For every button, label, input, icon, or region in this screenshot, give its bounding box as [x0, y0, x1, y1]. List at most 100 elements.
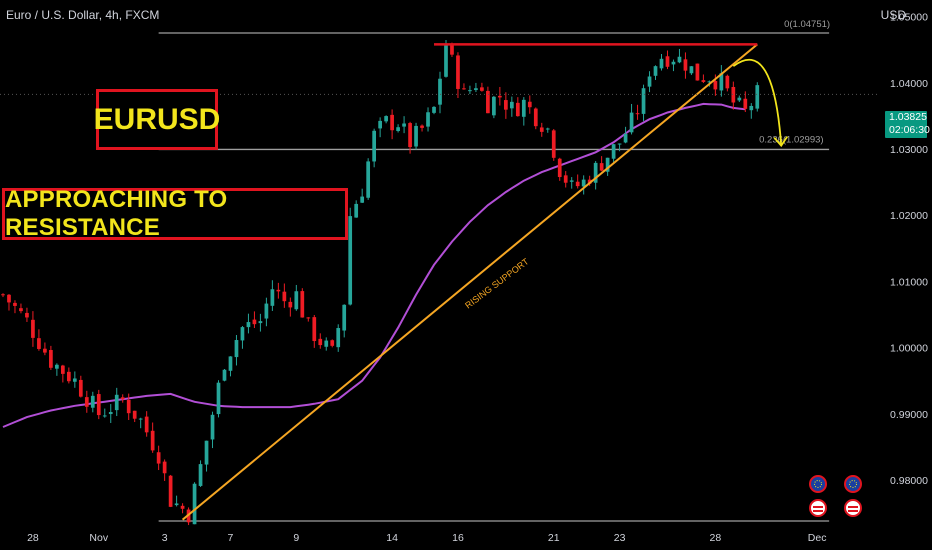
candle	[468, 85, 472, 95]
eu-flag-stars	[814, 480, 822, 488]
y-tick-label: 1.00000	[890, 343, 928, 355]
candle-body	[551, 130, 556, 158]
candle	[551, 129, 556, 161]
candle	[695, 63, 700, 81]
candle-body	[7, 294, 11, 303]
x-tick-label: 28	[27, 532, 39, 544]
candle	[49, 345, 53, 370]
event-icon-circle	[809, 475, 827, 493]
candle	[444, 40, 448, 78]
candle-body	[300, 291, 305, 318]
candle-body	[486, 90, 490, 114]
candle	[180, 503, 185, 514]
candle	[354, 200, 359, 218]
candle-body	[66, 371, 71, 382]
candle	[456, 52, 460, 99]
candle	[120, 394, 125, 403]
candle	[360, 188, 365, 203]
candle-body	[384, 116, 388, 122]
candle-body	[474, 88, 478, 91]
candle-body	[647, 76, 652, 87]
candle-body	[312, 317, 317, 342]
candle-body	[456, 55, 460, 89]
candle	[13, 300, 17, 314]
candle	[25, 307, 29, 322]
candle	[533, 107, 538, 130]
candle-body	[282, 291, 287, 302]
candle	[569, 177, 574, 189]
us-flag-stripe	[848, 506, 858, 508]
candle-body	[102, 415, 107, 417]
candle	[581, 175, 586, 195]
candle	[515, 97, 520, 117]
candle-body	[557, 158, 562, 178]
candle	[378, 117, 382, 138]
candle-body	[264, 303, 269, 319]
candle	[138, 417, 143, 429]
candle	[486, 86, 490, 114]
candle-body	[138, 418, 143, 420]
ma-line	[2, 102, 746, 428]
eu-flag-event-icon	[844, 475, 862, 493]
candle-body	[492, 96, 496, 116]
candle	[192, 482, 197, 525]
candle	[222, 368, 227, 382]
candle	[37, 329, 41, 351]
candle	[78, 375, 83, 398]
bar-countdown: 02:06:30	[889, 124, 930, 136]
candle-body	[695, 63, 700, 81]
candle	[737, 95, 742, 103]
projection-arrowhead	[773, 136, 788, 148]
candle-body	[61, 365, 65, 374]
candle-body	[605, 157, 610, 172]
candle-body	[90, 395, 95, 408]
y-tick-label: 1.03000	[890, 144, 928, 156]
candle	[605, 157, 610, 176]
candle	[204, 440, 209, 472]
candle	[611, 143, 616, 164]
candle-body	[665, 56, 670, 67]
candle-body	[126, 399, 131, 414]
candle	[294, 284, 299, 311]
candle	[402, 116, 406, 134]
candle-body	[408, 123, 412, 148]
candle	[342, 304, 347, 338]
candle-body	[330, 340, 335, 346]
x-tick-label: 3	[162, 532, 168, 544]
candle	[1, 293, 5, 298]
candle-body	[78, 379, 83, 397]
candle	[300, 288, 305, 318]
candle	[216, 380, 221, 418]
candle-body	[288, 301, 293, 308]
last-price: 1.03825	[889, 111, 927, 123]
candle-body	[515, 102, 520, 117]
candle	[462, 83, 466, 90]
fib-label-1: 0.236(1.02993)	[759, 134, 823, 145]
candle-body	[533, 108, 538, 127]
candle-body	[204, 440, 209, 465]
candle	[252, 311, 257, 329]
y-tick-label: 0.99000	[890, 409, 928, 421]
candle	[126, 393, 131, 421]
last-price-tag: 1.03825 02:06:30	[885, 111, 930, 138]
candle	[665, 50, 670, 70]
y-tick-label: 0.98000	[890, 475, 928, 487]
candle	[228, 356, 233, 377]
candle-body	[72, 378, 77, 382]
candle	[653, 65, 658, 80]
candle	[156, 445, 161, 471]
candle	[563, 171, 568, 188]
candle-body	[653, 66, 658, 76]
candle	[641, 84, 646, 122]
candle	[743, 91, 748, 113]
candle	[545, 127, 550, 133]
candle	[671, 59, 676, 72]
us-flag-event-icon	[844, 499, 862, 517]
candle	[246, 313, 251, 334]
candle-body	[210, 414, 215, 440]
candle	[599, 156, 604, 172]
candle	[210, 411, 215, 449]
candle-body	[43, 348, 47, 353]
candle-body	[114, 394, 119, 411]
